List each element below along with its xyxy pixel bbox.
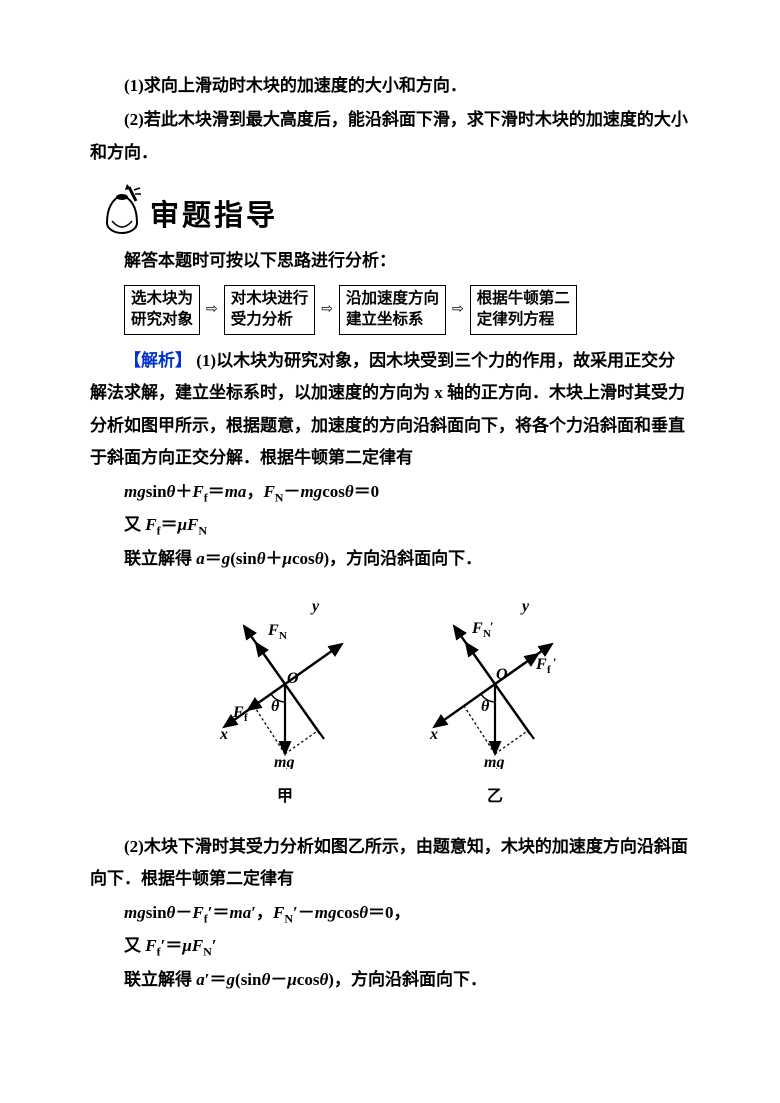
formula-1c: 联立解得 a＝g(sinθ＋μcosθ)，方向沿斜面向下． (90, 543, 690, 575)
svg-text:′: ′ (553, 655, 557, 670)
diagram-row: O x y FN Ff mg θ 甲 O x y FN′ (90, 589, 690, 813)
formula-1b: 又 Ff＝μFN (90, 509, 690, 542)
step-4: 根据牛顿第二定律列方程 (470, 285, 577, 335)
arrow-icon: ⇨ (204, 297, 220, 324)
svg-text:x: x (219, 726, 228, 743)
scroll-pencil-icon (100, 183, 146, 235)
diagram-jia: O x y FN Ff mg θ 甲 (200, 589, 370, 813)
svg-text:F: F (267, 622, 279, 639)
steps-flow: 选木块为研究对象 ⇨ 对木块进行受力分析 ⇨ 沿加速度方向建立坐标系 ⇨ 根据牛… (124, 285, 690, 335)
svg-text:F: F (535, 656, 547, 673)
svg-text:mg: mg (274, 754, 294, 769)
svg-text:θ: θ (271, 698, 280, 715)
svg-text:y: y (310, 598, 320, 615)
solution-1: 【解析】 (1)以木块为研究对象，因木块受到三个力的作用，故采用正交分解法求解，… (90, 345, 690, 474)
svg-text:F: F (471, 620, 483, 637)
svg-text:θ: θ (481, 698, 490, 715)
formula-1a: mgsinθ＋Ff＝ma，FN－mgcosθ＝0 (90, 476, 690, 509)
svg-text:F: F (232, 704, 244, 721)
formula-2c: 联立解得 a′＝g(sinθ－μcosθ)，方向沿斜面向下． (90, 964, 690, 996)
svg-text:′: ′ (490, 619, 494, 634)
question-1: (1)求向上滑动时木块的加速度的大小和方向． (90, 70, 690, 102)
svg-text:f: f (547, 664, 551, 676)
solution-label: 【解析】 (124, 351, 192, 370)
svg-text:y: y (520, 598, 530, 615)
diagram-jia-label: 甲 (200, 782, 370, 812)
formula-2b: 又 Ff′＝μFN′ (90, 930, 690, 963)
svg-text:O: O (287, 670, 299, 687)
arrow-icon: ⇨ (319, 297, 335, 324)
step-1: 选木块为研究对象 (124, 285, 200, 335)
freebody-yi-icon: O x y FN′ Ff′ mg θ (410, 589, 580, 769)
heading-text: 审题指导 (150, 202, 278, 235)
section-heading: 审题指导 (100, 183, 690, 235)
step-3: 沿加速度方向建立坐标系 (339, 285, 446, 335)
svg-text:mg: mg (484, 754, 504, 769)
diagram-yi: O x y FN′ Ff′ mg θ 乙 (410, 589, 580, 813)
solution-2: (2)木块下滑时其受力分析如图乙所示，由题意知，木块的加速度方向沿斜面向下．根据… (90, 831, 690, 896)
svg-text:f: f (244, 712, 248, 724)
step-2: 对木块进行受力分析 (224, 285, 316, 335)
diagram-yi-label: 乙 (410, 782, 580, 812)
formula-2a: mgsinθ－Ff′＝ma′，FN′－mgcosθ＝0， (90, 897, 690, 930)
svg-text:O: O (496, 666, 508, 683)
freebody-jia-icon: O x y FN Ff mg θ (200, 589, 370, 769)
svg-text:N: N (279, 630, 287, 642)
svg-text:x: x (429, 726, 438, 743)
arrow-icon: ⇨ (450, 297, 466, 324)
analysis-intro: 解答本题时可按以下思路进行分析： (90, 245, 690, 277)
question-2: (2)若此木块滑到最大高度后，能沿斜面下滑，求下滑时木块的加速度的大小和方向． (90, 104, 690, 169)
